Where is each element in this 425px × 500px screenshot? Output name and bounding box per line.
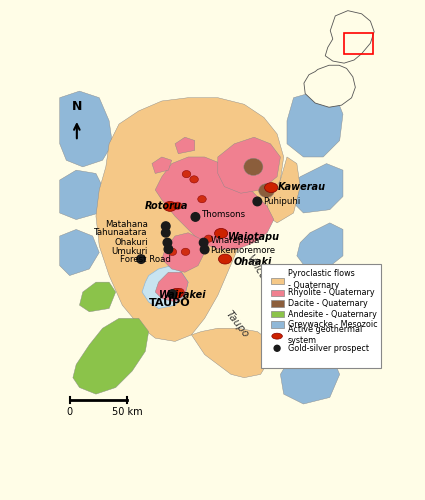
Text: Andesite - Quaternary: Andesite - Quaternary [288, 310, 377, 318]
Polygon shape [60, 230, 99, 276]
Ellipse shape [173, 202, 182, 209]
Polygon shape [60, 91, 112, 167]
Circle shape [199, 238, 208, 247]
Ellipse shape [272, 333, 282, 339]
Ellipse shape [182, 170, 191, 177]
Polygon shape [280, 344, 340, 404]
Circle shape [162, 228, 170, 237]
Polygon shape [280, 276, 336, 335]
Ellipse shape [176, 288, 184, 296]
Text: Dacite - Quaternary: Dacite - Quaternary [288, 299, 367, 308]
Text: Gold-silver prospect: Gold-silver prospect [288, 344, 368, 353]
Text: Matahana: Matahana [105, 220, 147, 228]
Circle shape [253, 197, 262, 205]
Ellipse shape [190, 176, 198, 183]
Polygon shape [155, 272, 188, 302]
Circle shape [164, 245, 173, 254]
Text: Ohakuri: Ohakuri [114, 238, 147, 247]
Polygon shape [297, 223, 343, 269]
Bar [271, 322, 284, 328]
Ellipse shape [259, 184, 275, 198]
Polygon shape [290, 164, 343, 213]
Polygon shape [287, 91, 343, 157]
Ellipse shape [170, 288, 183, 298]
Bar [271, 300, 284, 307]
Circle shape [274, 346, 280, 351]
Text: Pukemoremore: Pukemoremore [210, 246, 276, 254]
Ellipse shape [265, 182, 278, 192]
Text: Greywacke - Mesozoic: Greywacke - Mesozoic [288, 320, 377, 329]
Text: Pyroclastic flows
- Quaternary: Pyroclastic flows - Quaternary [288, 270, 354, 289]
Text: TAUPO: TAUPO [149, 298, 191, 308]
Text: Forest Road: Forest Road [120, 254, 170, 264]
Polygon shape [175, 137, 195, 154]
Text: Taupo: Taupo [224, 308, 250, 340]
Polygon shape [152, 157, 172, 174]
Circle shape [163, 238, 172, 247]
Ellipse shape [218, 254, 232, 264]
Text: N: N [72, 100, 82, 112]
Ellipse shape [181, 248, 190, 256]
Text: Active geothermal
system: Active geothermal system [288, 325, 362, 345]
Text: Puhipuhi: Puhipuhi [263, 197, 300, 206]
Ellipse shape [244, 158, 263, 176]
Bar [271, 278, 284, 284]
Polygon shape [79, 282, 116, 312]
Circle shape [162, 222, 170, 230]
Text: 0: 0 [67, 408, 73, 418]
Text: Kawerau: Kawerau [278, 182, 326, 192]
Polygon shape [267, 157, 300, 223]
Polygon shape [191, 328, 271, 378]
Ellipse shape [204, 235, 213, 242]
Text: 50 km: 50 km [112, 408, 142, 418]
Text: Umukuri: Umukuri [111, 246, 147, 256]
Text: Rotorua: Rotorua [144, 202, 188, 211]
Circle shape [137, 255, 145, 264]
Text: Tahunaatara: Tahunaatara [94, 228, 147, 237]
Text: Rhyolite - Quaternary: Rhyolite - Quaternary [288, 288, 374, 298]
FancyBboxPatch shape [261, 264, 381, 368]
Bar [271, 310, 284, 318]
Polygon shape [60, 170, 106, 220]
Text: Wharepapa: Wharepapa [210, 236, 260, 246]
Ellipse shape [168, 248, 177, 256]
Polygon shape [155, 157, 274, 249]
Circle shape [200, 246, 209, 254]
Text: Wairakei: Wairakei [159, 290, 207, 300]
Ellipse shape [215, 228, 228, 238]
Ellipse shape [198, 196, 206, 203]
Ellipse shape [164, 202, 177, 211]
Polygon shape [304, 65, 355, 108]
Text: Waiotapu: Waiotapu [228, 232, 280, 241]
Polygon shape [73, 318, 149, 394]
Text: Ohaaki: Ohaaki [234, 256, 272, 266]
Text: Zone: Zone [259, 281, 282, 308]
Text: Volcanic: Volcanic [244, 253, 276, 295]
Polygon shape [142, 266, 188, 308]
Circle shape [191, 212, 200, 221]
Text: Thomsons: Thomsons [202, 210, 246, 220]
Polygon shape [218, 137, 280, 193]
Bar [344, 32, 373, 54]
Polygon shape [162, 232, 205, 272]
Circle shape [168, 290, 177, 298]
Polygon shape [96, 98, 284, 342]
Bar [271, 290, 284, 296]
Polygon shape [325, 10, 374, 63]
